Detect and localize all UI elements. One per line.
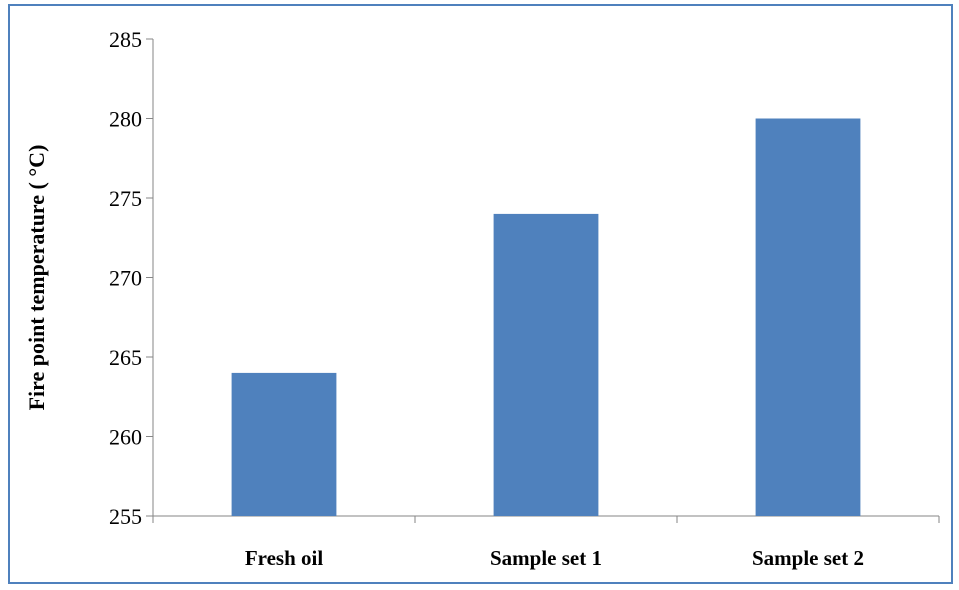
labels-layer: 255 260 265 270 275 280 285 Fresh oil Sample set… <box>109 27 864 570</box>
bars-layer <box>231 118 861 516</box>
bar-sample-set-1 <box>493 213 599 516</box>
y-tick-label: 255 <box>109 504 142 529</box>
y-axis-title: Fire point temperature ( °C) <box>24 145 49 411</box>
y-tick-label: 265 <box>109 345 142 370</box>
x-category-label: Fresh oil <box>245 546 324 570</box>
y-tick-label: 285 <box>109 27 142 52</box>
y-tick-label: 280 <box>109 107 142 132</box>
x-category-label: Sample set 2 <box>752 546 864 570</box>
y-tick-label: 260 <box>109 425 142 450</box>
y-tick-label: 275 <box>109 186 142 211</box>
y-tick-label: 270 <box>109 266 142 291</box>
bar-fresh-oil <box>231 372 337 516</box>
bar-sample-set-2 <box>755 118 861 516</box>
x-category-label: Sample set 1 <box>490 546 602 570</box>
